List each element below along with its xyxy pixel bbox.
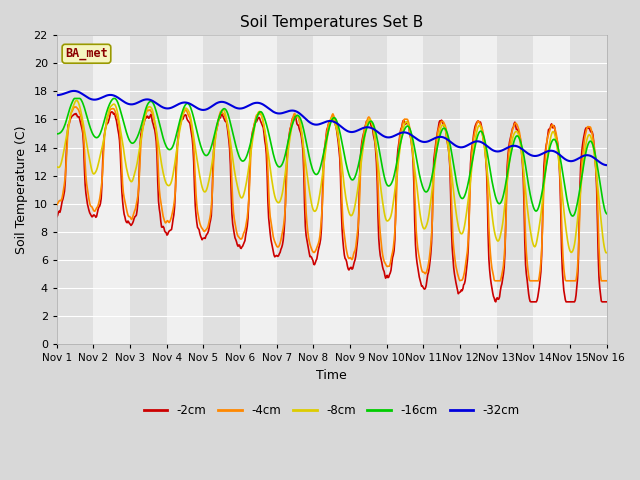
Bar [314, 36, 350, 344]
Bar [460, 36, 497, 344]
Bar [424, 36, 460, 344]
Bar [570, 36, 607, 344]
Legend: -2cm, -4cm, -8cm, -16cm, -32cm: -2cm, -4cm, -8cm, -16cm, -32cm [139, 399, 524, 421]
Bar [204, 36, 240, 344]
Bar [387, 36, 424, 344]
Bar [130, 36, 167, 344]
X-axis label: Time: Time [316, 369, 347, 382]
Bar [276, 36, 314, 344]
Bar [93, 36, 130, 344]
Bar [497, 36, 533, 344]
Bar [167, 36, 204, 344]
Title: Soil Temperatures Set B: Soil Temperatures Set B [240, 15, 423, 30]
Bar [240, 36, 276, 344]
Bar [533, 36, 570, 344]
Y-axis label: Soil Temperature (C): Soil Temperature (C) [15, 125, 28, 254]
Text: BA_met: BA_met [65, 47, 108, 60]
Bar [57, 36, 93, 344]
Bar [350, 36, 387, 344]
